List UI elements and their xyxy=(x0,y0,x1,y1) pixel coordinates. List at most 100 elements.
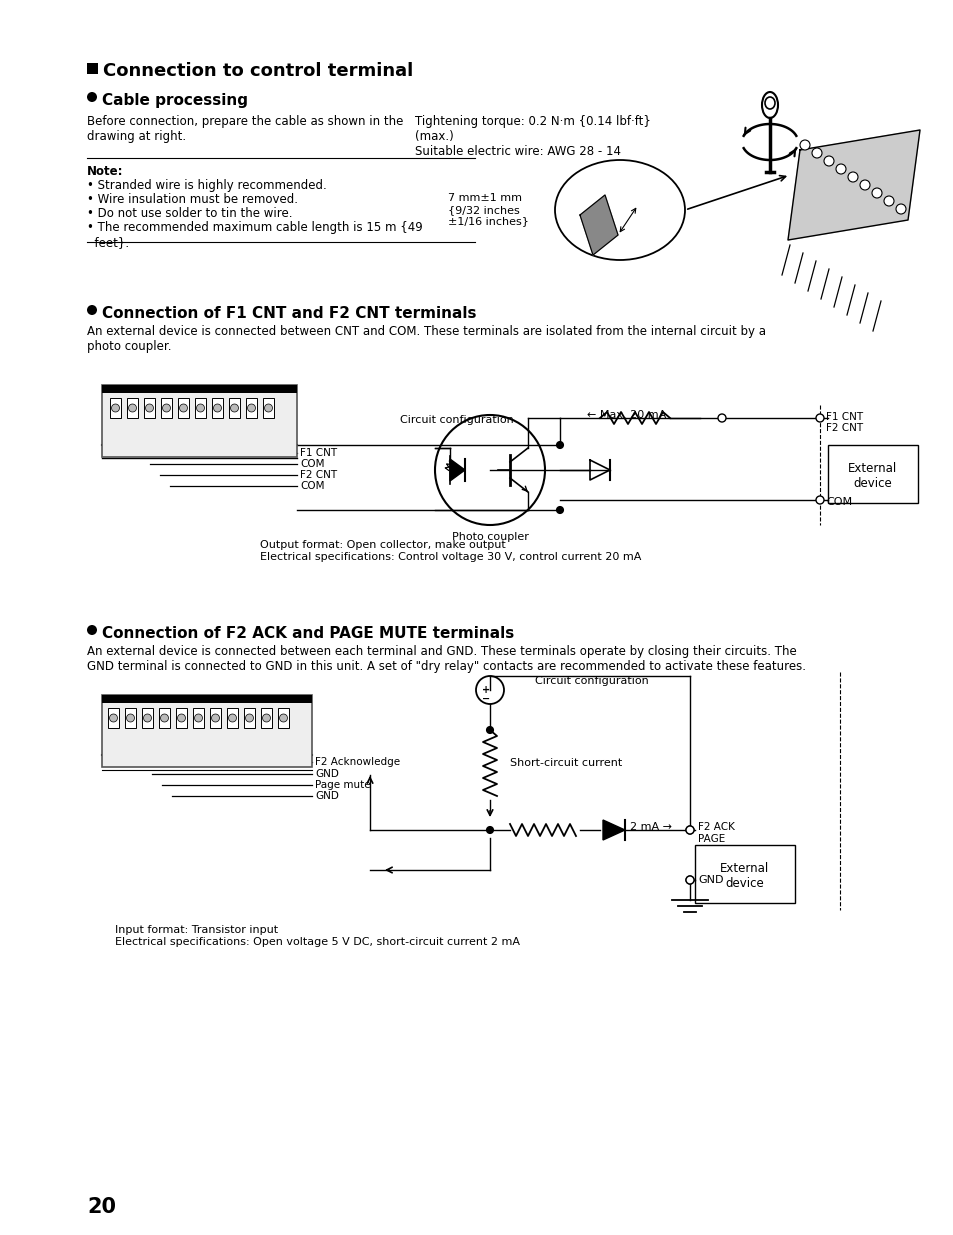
Text: Before connection, prepare the cable as shown in the
drawing at right.: Before connection, prepare the cable as … xyxy=(87,115,403,143)
Text: Cable processing: Cable processing xyxy=(102,93,248,107)
Bar xyxy=(161,398,172,417)
Circle shape xyxy=(247,404,255,412)
Circle shape xyxy=(196,404,204,412)
Circle shape xyxy=(815,496,823,504)
Bar xyxy=(246,398,256,417)
Circle shape xyxy=(87,91,97,103)
Circle shape xyxy=(871,188,882,198)
Text: • Do not use solder to tin the wire.: • Do not use solder to tin the wire. xyxy=(87,207,293,220)
Text: Circuit configuration: Circuit configuration xyxy=(535,676,648,685)
Circle shape xyxy=(685,876,693,884)
Circle shape xyxy=(231,404,238,412)
Text: F2 CNT: F2 CNT xyxy=(825,424,862,433)
Circle shape xyxy=(835,164,845,174)
Text: F2 ACK
PAGE: F2 ACK PAGE xyxy=(698,823,734,844)
Circle shape xyxy=(110,714,117,722)
Bar xyxy=(108,708,119,727)
Text: Connection to control terminal: Connection to control terminal xyxy=(103,62,413,80)
Bar xyxy=(144,398,154,417)
Circle shape xyxy=(486,726,493,734)
Bar xyxy=(102,385,296,393)
Circle shape xyxy=(847,172,857,182)
Bar xyxy=(175,708,187,727)
Circle shape xyxy=(883,196,893,206)
Circle shape xyxy=(556,506,563,514)
Text: −: − xyxy=(481,694,490,704)
Circle shape xyxy=(213,404,221,412)
Bar xyxy=(277,708,289,727)
Circle shape xyxy=(556,441,563,448)
Text: F1 CNT: F1 CNT xyxy=(825,412,862,422)
Ellipse shape xyxy=(555,161,684,261)
Text: An external device is connected between each terminal and GND. These terminals o: An external device is connected between … xyxy=(87,645,805,673)
Circle shape xyxy=(718,414,725,422)
Bar xyxy=(102,385,296,457)
Circle shape xyxy=(823,156,833,165)
Circle shape xyxy=(87,305,97,315)
Text: • Wire insulation must be removed.: • Wire insulation must be removed. xyxy=(87,193,297,206)
Circle shape xyxy=(229,714,236,722)
Text: Photo coupler: Photo coupler xyxy=(452,532,528,542)
Circle shape xyxy=(143,714,152,722)
Text: Connection of F2 ACK and PAGE MUTE terminals: Connection of F2 ACK and PAGE MUTE termi… xyxy=(102,626,514,641)
Ellipse shape xyxy=(764,98,774,109)
Circle shape xyxy=(146,404,153,412)
Text: GND: GND xyxy=(314,769,338,779)
Bar xyxy=(127,398,138,417)
Circle shape xyxy=(160,714,169,722)
Circle shape xyxy=(262,714,271,722)
Bar xyxy=(827,445,917,503)
Circle shape xyxy=(486,826,493,834)
Circle shape xyxy=(179,404,188,412)
Circle shape xyxy=(685,876,693,884)
Polygon shape xyxy=(787,130,919,240)
Text: F1 CNT: F1 CNT xyxy=(299,448,336,458)
Bar xyxy=(87,63,98,74)
Text: COM: COM xyxy=(825,496,851,508)
Text: COM: COM xyxy=(299,459,324,469)
Bar xyxy=(263,398,274,417)
Text: GND: GND xyxy=(698,876,722,885)
Circle shape xyxy=(279,714,287,722)
Text: GND: GND xyxy=(314,790,338,802)
Text: Short-circuit current: Short-circuit current xyxy=(510,758,621,768)
Text: F2 CNT: F2 CNT xyxy=(299,471,336,480)
Text: Tightening torque: 0.2 N·m {0.14 lbf·ft}
(max.)
Suitable electric wire: AWG 28 -: Tightening torque: 0.2 N·m {0.14 lbf·ft}… xyxy=(415,115,650,158)
Text: 20: 20 xyxy=(87,1197,116,1216)
Bar xyxy=(212,398,223,417)
Text: 2 mA →: 2 mA → xyxy=(629,823,671,832)
Bar xyxy=(193,708,204,727)
Bar xyxy=(110,398,121,417)
Bar xyxy=(210,708,221,727)
Circle shape xyxy=(162,404,171,412)
Circle shape xyxy=(800,140,809,149)
Text: 7 mm±1 mm
{9/32 inches
±1/16 inches}: 7 mm±1 mm {9/32 inches ±1/16 inches} xyxy=(448,193,528,226)
Text: • The recommended maximum cable length is 15 m {49
  feet}.: • The recommended maximum cable length i… xyxy=(87,221,422,249)
Circle shape xyxy=(129,404,136,412)
Circle shape xyxy=(264,404,273,412)
Bar xyxy=(244,708,254,727)
Circle shape xyxy=(245,714,253,722)
Circle shape xyxy=(811,148,821,158)
Circle shape xyxy=(87,625,97,635)
Text: +: + xyxy=(481,685,490,695)
Bar xyxy=(261,708,272,727)
Text: F2 Acknowledge: F2 Acknowledge xyxy=(314,757,399,767)
Text: ← Max. 20 mA: ← Max. 20 mA xyxy=(586,410,665,420)
Text: Circuit configuration: Circuit configuration xyxy=(399,415,514,425)
Circle shape xyxy=(895,204,905,214)
Circle shape xyxy=(685,826,693,834)
Bar xyxy=(227,708,237,727)
Text: • Stranded wire is highly recommended.: • Stranded wire is highly recommended. xyxy=(87,179,327,191)
Circle shape xyxy=(685,826,693,834)
Bar xyxy=(695,845,794,903)
Polygon shape xyxy=(579,195,618,254)
Bar xyxy=(142,708,152,727)
Circle shape xyxy=(127,714,134,722)
Bar xyxy=(229,398,240,417)
Text: Page mute: Page mute xyxy=(314,781,370,790)
Circle shape xyxy=(815,414,823,422)
Text: Note:: Note: xyxy=(87,165,123,178)
Bar xyxy=(159,708,170,727)
Circle shape xyxy=(859,180,869,190)
